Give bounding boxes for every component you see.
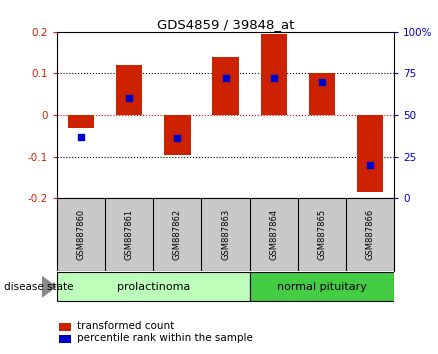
Bar xyxy=(212,57,239,115)
Text: GSM887865: GSM887865 xyxy=(318,209,326,260)
Text: GSM887862: GSM887862 xyxy=(173,209,182,260)
Point xyxy=(270,76,277,81)
Text: GSM887861: GSM887861 xyxy=(125,209,134,260)
Bar xyxy=(250,273,394,301)
Point xyxy=(126,96,133,101)
Bar xyxy=(116,65,142,115)
Text: disease state: disease state xyxy=(4,282,74,292)
Point xyxy=(318,79,325,85)
Point xyxy=(174,136,181,141)
Point xyxy=(222,76,229,81)
Text: GSM887863: GSM887863 xyxy=(221,209,230,260)
Bar xyxy=(309,74,335,115)
Text: GSM887866: GSM887866 xyxy=(366,209,374,260)
Bar xyxy=(164,115,191,155)
Text: GSM887860: GSM887860 xyxy=(77,209,85,260)
Bar xyxy=(357,115,383,192)
Bar xyxy=(68,115,94,127)
Text: transformed count: transformed count xyxy=(77,321,174,331)
Point xyxy=(78,134,85,139)
Text: GSM887864: GSM887864 xyxy=(269,209,278,260)
Bar xyxy=(261,34,287,115)
Polygon shape xyxy=(42,275,57,298)
Bar xyxy=(57,273,250,301)
Text: percentile rank within the sample: percentile rank within the sample xyxy=(77,333,253,343)
Text: normal pituitary: normal pituitary xyxy=(277,282,367,292)
Point xyxy=(367,162,374,168)
Text: prolactinoma: prolactinoma xyxy=(117,282,190,292)
Title: GDS4859 / 39848_at: GDS4859 / 39848_at xyxy=(157,18,294,31)
